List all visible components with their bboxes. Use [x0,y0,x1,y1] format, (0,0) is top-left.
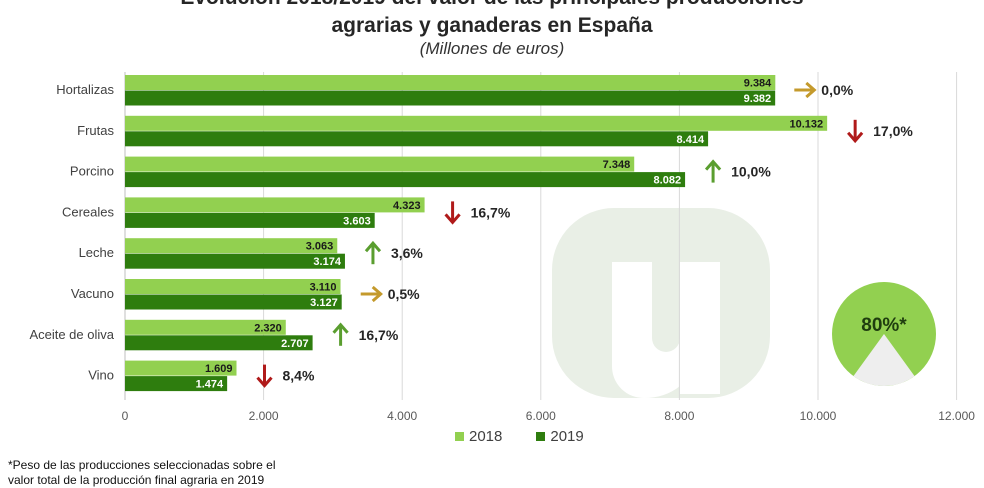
category-label: Porcino [70,164,114,179]
data-label-2019: 3.603 [343,215,371,227]
data-label-2018: 2.320 [254,322,282,334]
x-tick-label: 2.000 [249,409,279,423]
arrow-head [364,240,382,253]
category-label: Leche [79,245,114,260]
arrow-head [704,159,722,171]
arrow-head [847,131,864,144]
bar-2018 [125,156,635,172]
bar-2019 [125,131,709,147]
legend-label-2018: 2018 [469,428,503,445]
data-label-2019: 9.382 [744,93,772,105]
legend-item-2019: 2019 [536,428,584,445]
bar-2019 [125,172,686,188]
data-label-2019: 2.707 [281,338,309,350]
change-arrow-down [444,201,461,225]
category-label: Hortalizas [56,82,114,97]
legend-swatch-2018 [455,432,464,441]
data-label-2018: 7.348 [603,159,631,171]
change-label: 0,0% [821,82,853,98]
category-label: Cereales [62,204,115,219]
bar-2018 [125,197,425,213]
data-label-2018: 10.132 [789,118,823,130]
legend-swatch-2019 [536,432,546,441]
data-label-2018: 3.063 [306,241,334,253]
bar-2018 [125,115,828,131]
change-label: 17,0% [873,123,913,139]
x-tick-label: 12.000 [938,409,975,423]
category-label: Frutas [77,123,114,138]
change-label: 3,6% [391,245,423,261]
bar-2019 [125,376,228,392]
footnote-line1: *Peso de las producciones seleccionadas … [8,458,276,472]
arrow-head [256,376,273,388]
footnote-line2: valor total de la producción final agrar… [8,473,265,487]
bar-2019 [125,90,776,106]
legend-item-2018: 2018 [455,428,502,445]
change-label: 8,4% [283,368,315,384]
bar-2019 [125,253,345,269]
pie-remaining-slice [853,334,915,386]
data-label-2018: 9.384 [744,78,772,90]
data-label-2018: 1.609 [205,363,233,375]
bar-2019 [125,212,375,228]
data-label-2019: 8.082 [654,175,682,187]
data-label-2018: 4.323 [393,200,421,212]
category-label: Vacuno [71,286,114,301]
category-label: Aceite de oliva [29,327,114,342]
bar-2019 [125,294,342,310]
arrow-head [371,285,383,303]
legend-label-2019: 2019 [550,428,584,445]
bar-2018 [125,319,286,335]
change-arrow-down [256,364,273,388]
chart-title-line2: agrarias y ganaderas en España [331,14,653,37]
bar-2018 [125,279,341,294]
legend: 2018 2019 [455,428,584,445]
logo-letter-u [612,262,720,398]
category-label: Vino [88,368,114,383]
data-label-2018: 3.110 [310,282,337,294]
x-tick-label: 0 [122,409,129,423]
change-arrow-up [332,322,349,346]
data-label-2019: 3.127 [310,297,338,309]
bar-2018 [125,360,237,376]
change-arrow-up [364,240,382,265]
x-tick-label: 4.000 [387,409,417,423]
change-label: 16,7% [471,204,511,220]
data-label-2019: 8.414 [677,134,705,146]
change-arrow-flat [360,285,383,303]
footnote: *Peso de las producciones seleccionadas … [8,458,328,488]
change-label: 16,7% [359,327,399,343]
x-tick-label: 8.000 [664,409,694,423]
arrow-head [332,322,349,334]
arrow-head [805,81,817,99]
x-tick-label: 6.000 [526,409,556,423]
pie-label: 80%* [861,315,907,336]
logo-watermark [552,208,770,398]
chart-subtitle: (Millones de euros) [419,39,565,58]
data-label-2019: 3.174 [313,256,341,268]
bar-2018 [125,238,338,254]
bar-2019 [125,335,313,351]
change-label: 0,5% [388,286,420,302]
bar-2018 [125,75,776,90]
arrow-head [444,213,461,225]
chart-title-line1: Evolución 2018/2019 del valor de las pri… [0,0,984,10]
change-arrow-flat [794,81,817,99]
change-arrow-down [847,119,864,144]
data-label-2019: 1.474 [196,379,224,391]
bar-chart: 0 2.000 4.000 6.000 8.000 10.000 12.000 Hortali… [29,72,975,423]
change-arrow-up [704,159,722,183]
x-tick-label: 10.000 [800,409,837,423]
change-label: 10,0% [731,164,771,180]
